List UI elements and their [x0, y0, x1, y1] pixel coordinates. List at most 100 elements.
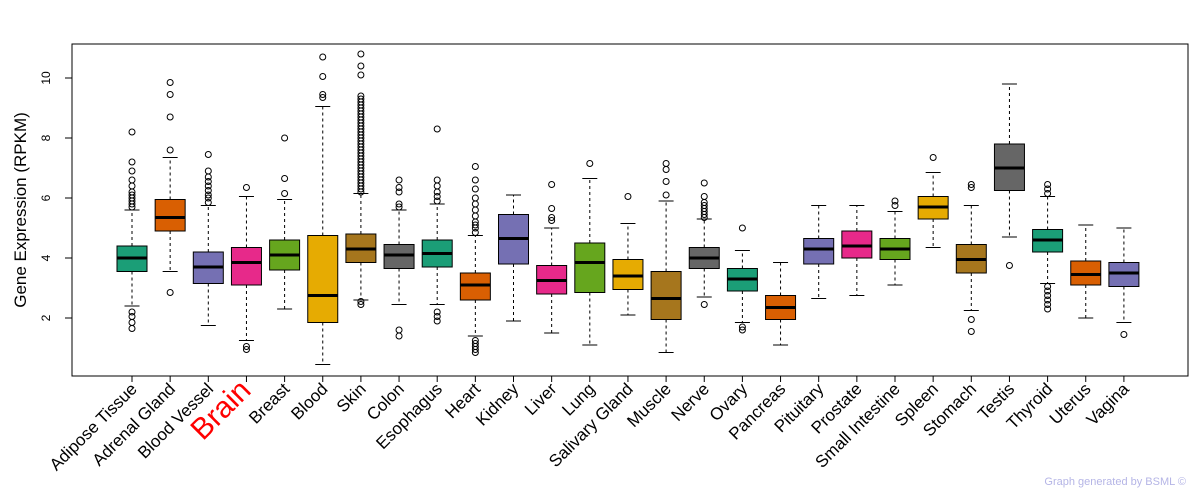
box-pituitary — [803, 205, 835, 382]
outlier-point — [281, 175, 289, 182]
outlier-point — [204, 199, 212, 206]
outlier-point — [204, 191, 212, 199]
outlier-point — [929, 154, 937, 161]
outlier-point — [433, 197, 441, 205]
outlier-point — [1044, 181, 1052, 188]
outlier-point — [128, 128, 136, 136]
outlier-point — [471, 340, 479, 347]
outlier-point — [204, 167, 212, 175]
box-adipose-tissue — [116, 128, 148, 382]
outlier-point — [128, 308, 136, 316]
outlier-point — [471, 176, 479, 184]
outlier-point — [433, 125, 441, 133]
outlier-point — [433, 308, 441, 316]
outlier-point — [166, 79, 174, 86]
outlier-point — [357, 301, 365, 308]
outlier-point — [700, 193, 708, 200]
plot-frame — [71, 43, 1189, 377]
y-tick-label-10: 10 — [39, 71, 53, 85]
box-muscle — [650, 160, 682, 382]
box-testis — [993, 83, 1025, 382]
outlier-point — [166, 91, 174, 98]
outlier-point — [242, 346, 250, 353]
outlier-point — [281, 134, 289, 142]
outlier-point — [471, 212, 479, 220]
outlier-point — [548, 205, 556, 212]
y-axis: 2 4 6 8 10 — [39, 71, 72, 321]
outlier-point — [128, 182, 136, 190]
outlier-point — [967, 328, 975, 335]
outlier-point — [204, 151, 212, 158]
box-colon — [383, 176, 415, 382]
outlier-point — [548, 214, 556, 221]
box-nerve — [688, 179, 720, 382]
outlier-point — [395, 332, 403, 340]
box-iqr — [650, 271, 682, 320]
outlier-point — [1044, 283, 1052, 290]
x-label-liver: Liver — [521, 379, 561, 419]
outlier-point — [357, 71, 365, 79]
outlier-point — [166, 289, 174, 296]
box-thyroid — [1032, 181, 1064, 382]
outlier-point — [166, 113, 174, 121]
outlier-point — [700, 301, 708, 308]
box-liver — [536, 181, 568, 382]
box-iqr — [307, 235, 339, 323]
box-uterus — [1070, 224, 1102, 382]
outlier-point — [967, 181, 975, 188]
box-stomach — [955, 181, 987, 382]
outlier-point — [548, 181, 556, 188]
outlier-point — [281, 190, 289, 197]
outlier-point — [738, 323, 746, 331]
box-breast — [269, 134, 301, 382]
box-iqr — [154, 199, 186, 232]
outlier-point — [128, 325, 136, 332]
outlier-point — [395, 188, 403, 196]
outlier-point — [319, 53, 327, 61]
outlier-point — [319, 91, 327, 98]
outlier-point — [662, 160, 670, 167]
outlier-point — [357, 62, 365, 70]
box-prostate — [841, 205, 873, 382]
outlier-point — [662, 178, 670, 185]
outlier-point — [471, 163, 479, 170]
footer-credit: Graph generated by BSML © — [1044, 476, 1186, 488]
box-ovary — [726, 224, 758, 382]
outlier-point — [891, 197, 899, 205]
y-tick-label-2: 2 — [39, 314, 53, 321]
outlier-point — [738, 326, 746, 334]
outlier-point — [662, 191, 670, 199]
outlier-point — [395, 176, 403, 184]
outlier-point — [891, 202, 899, 209]
outlier-point — [204, 178, 212, 185]
box-spleen — [917, 154, 949, 382]
box-iqr — [574, 242, 606, 293]
box-small-intestine — [879, 197, 911, 382]
x-label-vagina: Vagina — [1083, 379, 1133, 429]
outlier-point — [433, 188, 441, 196]
outlier-point — [1044, 296, 1052, 304]
outlier-point — [357, 95, 365, 103]
outlier-point — [738, 224, 746, 232]
box-iqr — [803, 238, 835, 265]
outlier-point — [586, 160, 594, 167]
outlier-point — [1005, 262, 1013, 269]
outlier-point — [1044, 287, 1052, 295]
outlier-point — [395, 326, 403, 334]
outlier-point — [433, 193, 441, 200]
outlier-point — [471, 200, 479, 208]
outlier-point — [471, 206, 479, 214]
box-blood-vessel — [192, 151, 224, 382]
box-skin — [345, 50, 377, 382]
outlier-point — [1120, 331, 1128, 338]
outlier-point — [128, 313, 136, 320]
box-esophagus — [421, 125, 453, 382]
x-label-blood: Blood — [287, 379, 331, 423]
y-tick-label-4: 4 — [39, 254, 53, 261]
outlier-point — [204, 187, 212, 194]
box-heart — [459, 163, 491, 382]
outlier-point — [471, 221, 479, 229]
outlier-point — [1044, 301, 1052, 308]
outlier-point — [1044, 292, 1052, 299]
